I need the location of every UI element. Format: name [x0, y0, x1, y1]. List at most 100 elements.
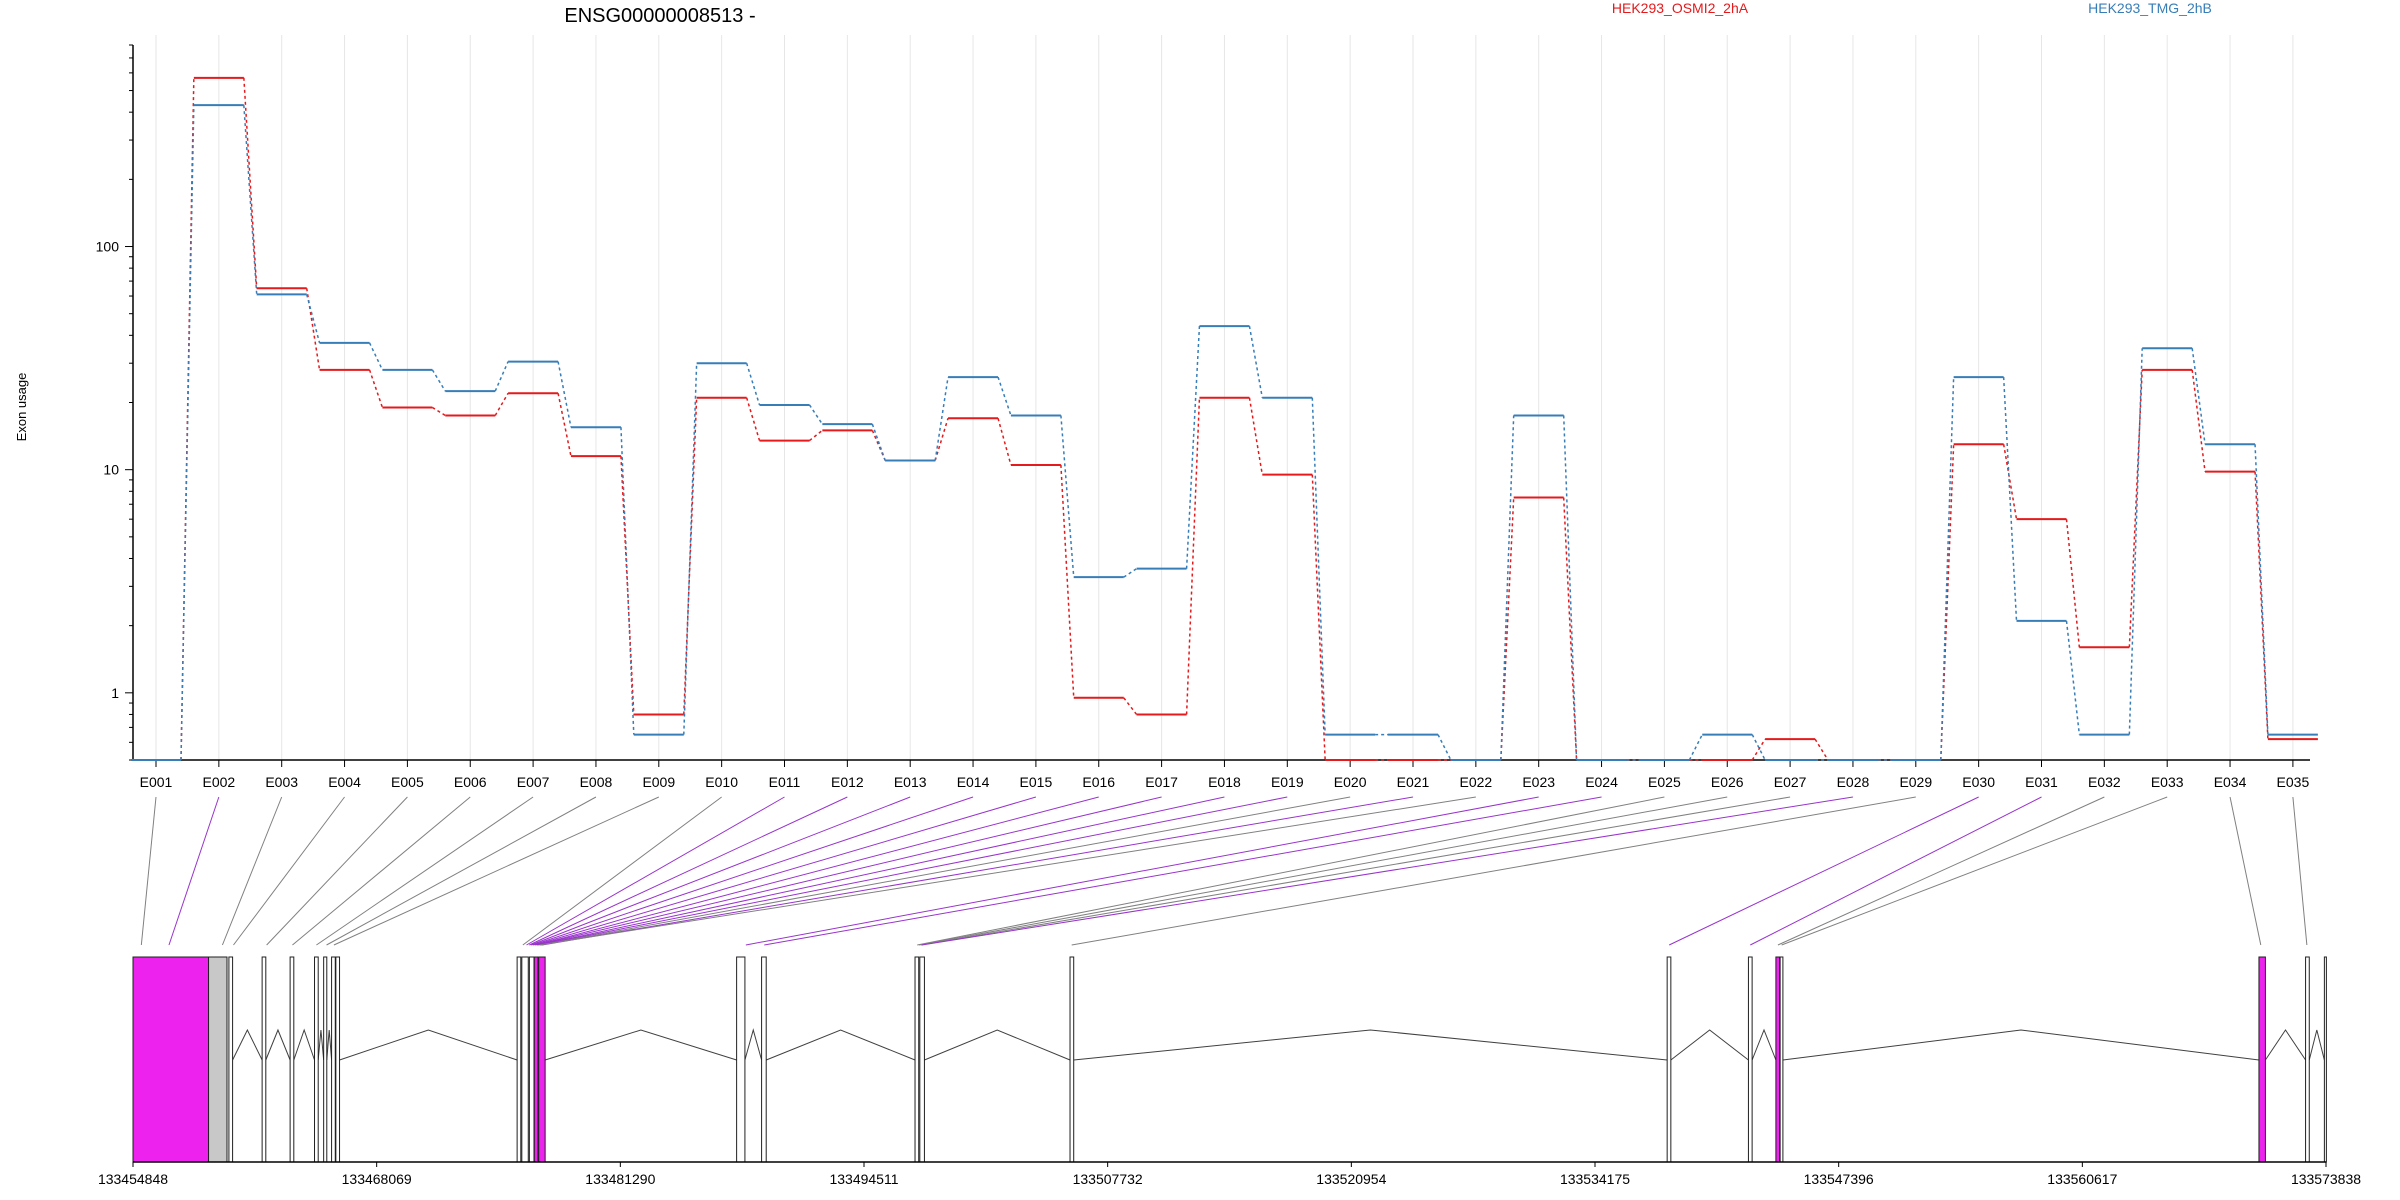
transition-segment [1688, 734, 1703, 761]
exon-connector [1777, 796, 2105, 946]
x-tick-label: E011 [769, 774, 801, 790]
transition-segment [997, 418, 1012, 466]
exon-connector [140, 796, 157, 946]
y-axis-label: Exon usage [14, 373, 29, 442]
intron-line [1751, 1028, 1777, 1061]
coord-tick-label: 133573838 [2291, 1171, 2361, 1187]
coord-tick-label: 133560617 [2047, 1171, 2117, 1187]
legend: HEK293_OSMI2_2hA HEK293_TMG_2hB [1612, 0, 2212, 16]
exon-connector [292, 796, 471, 946]
x-tick-label: E006 [454, 774, 487, 790]
exon-box [528, 956, 535, 1163]
exon-connector [326, 796, 597, 946]
exon-connector [522, 796, 722, 946]
intron-line [1670, 1029, 1749, 1061]
coord-tick-label: 133520954 [1316, 1171, 1386, 1187]
intron-line [924, 1029, 1071, 1061]
exon-connector [539, 796, 1476, 946]
exon-connector [2229, 796, 2262, 946]
exon-connector [530, 796, 911, 946]
transition-segment [808, 404, 823, 425]
x-tick-label: E024 [1585, 774, 1618, 790]
transition-segment [432, 406, 446, 417]
exon-box [914, 956, 920, 1163]
transition-segment [934, 376, 949, 461]
intron-line [232, 1028, 263, 1061]
transition-segment [871, 423, 886, 461]
exon-connector [1668, 796, 1979, 946]
transition-segment [2254, 444, 2269, 735]
transition-segment [934, 418, 949, 461]
transition-segment [997, 376, 1012, 416]
exon-connector [537, 796, 1162, 946]
x-tick-label: E017 [1145, 774, 1178, 790]
exon-box [2305, 956, 2310, 1163]
exon-connector [529, 796, 848, 946]
x-tick-label: E027 [1774, 774, 1807, 790]
intron-line [1073, 1029, 1668, 1061]
exon-box [289, 956, 295, 1163]
transition-segment [683, 397, 698, 715]
exon-box [323, 956, 328, 1163]
transition-segment [305, 294, 321, 344]
series-2 [131, 104, 2318, 761]
exon-connector [233, 796, 345, 946]
exon-connector [168, 796, 220, 946]
exon-connector [1750, 796, 2042, 946]
intron-line [2264, 1029, 2306, 1061]
transition-segment [1814, 738, 1829, 761]
exon-box [331, 956, 336, 1163]
coord-tick-label: 133507732 [1073, 1171, 1143, 1187]
transition-segment [368, 369, 384, 408]
transition-segment [1248, 325, 1264, 398]
x-tick-label: E008 [580, 774, 613, 790]
transition-segment [1311, 397, 1326, 735]
x-tick-label: E010 [705, 774, 738, 790]
exon-box [208, 956, 228, 1163]
exon-connector [539, 796, 1225, 946]
exon-connector [333, 796, 660, 946]
x-tick-label: E030 [1962, 774, 1995, 790]
transition-segment [2128, 369, 2143, 648]
transition-segment [1940, 444, 1955, 761]
legend-entry: HEK293_TMG_2hB [2088, 0, 2212, 16]
intron-line [2308, 1029, 2325, 1061]
coord-tick-label: 133454848 [98, 1171, 168, 1187]
transition-segment [2065, 620, 2081, 735]
transition-segment [1060, 464, 1075, 698]
coord-tick-label: 133494511 [829, 1171, 898, 1187]
exon-connector [745, 796, 1539, 946]
exon-box [1775, 956, 1781, 1163]
transition-segment [494, 361, 509, 392]
exon-connector [221, 796, 283, 946]
x-tick-label: E033 [2151, 774, 2184, 790]
exon-connector [917, 796, 1665, 946]
intron-line [744, 1028, 763, 1061]
transition-segment [2254, 471, 2269, 740]
exon-box [314, 956, 319, 1163]
x-tick-label: E034 [2214, 774, 2247, 790]
exon-connector [921, 796, 1854, 946]
x-tick-label: E019 [1271, 774, 1304, 790]
gene-model [132, 956, 2327, 1163]
x-tick-label: E002 [202, 774, 235, 790]
intron-line [293, 1028, 315, 1061]
transition-segment [1185, 397, 1201, 715]
exon-box [2258, 956, 2266, 1163]
x-tick-label: E013 [894, 774, 927, 790]
exon-connector [540, 796, 1288, 946]
x-tick-label: E020 [1334, 774, 1367, 790]
intron-line [326, 1029, 333, 1061]
exon-connector [764, 796, 1602, 946]
exon-connectors [140, 796, 2308, 946]
exon-connector [2292, 796, 2308, 946]
x-tick-label: E005 [391, 774, 424, 790]
exon-box [261, 956, 267, 1163]
transition-segment [243, 105, 258, 295]
x-tick-label: E015 [1020, 774, 1053, 790]
coord-tick-label: 133481290 [585, 1171, 655, 1187]
x-tick-label: E028 [1837, 774, 1870, 790]
chart-title: ENSG00000008513 - [564, 5, 755, 27]
exon-connector [540, 796, 1351, 946]
